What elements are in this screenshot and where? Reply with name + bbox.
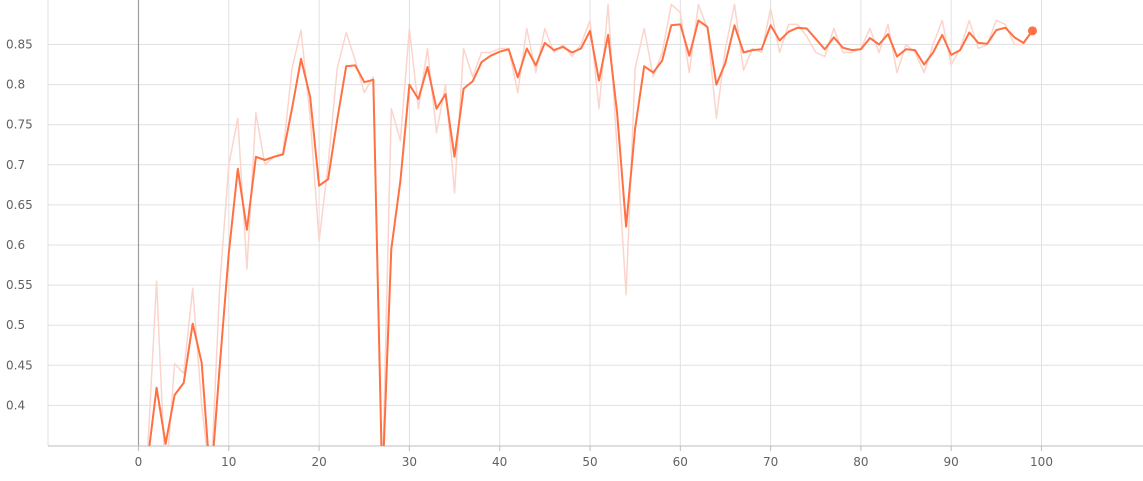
x-tick-label: 0 [135, 455, 143, 469]
y-tick-label: 0.55 [6, 278, 33, 292]
y-tick-label: 0.5 [6, 318, 25, 332]
x-tick-label: 10 [221, 455, 236, 469]
y-tick-label: 0.7 [6, 158, 25, 172]
last-point-marker [1027, 26, 1037, 36]
x-tick-label: 40 [492, 455, 507, 469]
y-tick-label: 0.85 [6, 38, 33, 52]
y-tick-label: 0.8 [6, 78, 25, 92]
x-tick-label: 50 [582, 455, 597, 469]
x-tick-labels: 0 10 20 30 40 50 60 70 80 90 100 [135, 455, 1053, 469]
x-tick-label: 30 [402, 455, 417, 469]
x-tick-label: 80 [853, 455, 868, 469]
x-tick-label: 20 [311, 455, 326, 469]
x-tick-label: 70 [763, 455, 778, 469]
horizontal-grid-lines [48, 44, 1143, 406]
axes [48, 0, 1143, 451]
y-tick-label: 0.45 [6, 358, 33, 372]
y-tick-label: 0.75 [6, 118, 33, 132]
marker-group [1027, 26, 1037, 36]
x-tick-label: 60 [673, 455, 688, 469]
y-tick-label: 0.4 [6, 398, 25, 412]
vertical-grid-lines [47, 0, 1042, 446]
series-group [147, 3, 1034, 446]
y-tick-label: 0.6 [6, 238, 25, 252]
y-tick-labels: 0.4 0.45 0.5 0.55 0.6 0.65 0.7 0.75 0.8 0.85 [6, 38, 33, 413]
y-tick-label: 0.65 [6, 198, 33, 212]
x-tick-label: 90 [944, 455, 959, 469]
series-line-raw [147, 3, 1034, 446]
series-line-smoothed [148, 19, 1034, 446]
x-tick-label: 100 [1030, 455, 1053, 469]
